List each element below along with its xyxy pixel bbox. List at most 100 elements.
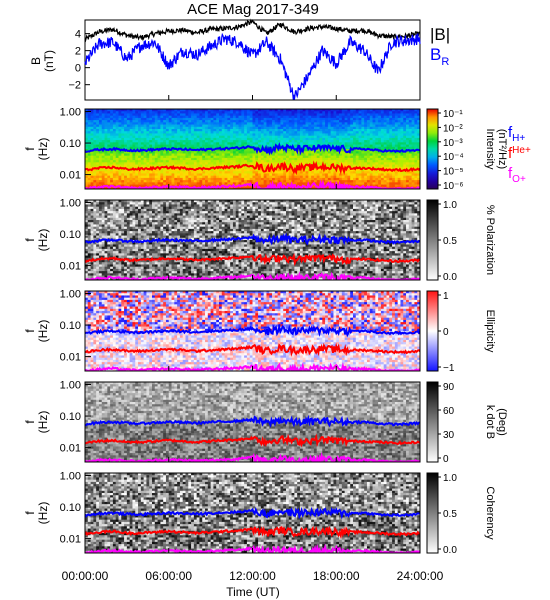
- spectrogram-cell: [305, 164, 309, 168]
- spectrogram-cell: [199, 129, 203, 132]
- spectrogram-cell: [305, 115, 309, 119]
- spectrogram-cell: [165, 120, 170, 123]
- spectrogram-cell: [380, 184, 385, 188]
- spectrogram-cell: [182, 126, 186, 130]
- spectrogram-cell: [115, 217, 119, 221]
- spectrogram-cell: [118, 217, 122, 221]
- spectrogram-cell: [311, 186, 315, 189]
- spectrogram-cell: [121, 226, 125, 230]
- spectrogram-cell: [266, 171, 270, 174]
- spectrogram-cell: [297, 175, 301, 179]
- spectrogram-cell: [358, 120, 362, 123]
- spectrogram-cell: [347, 180, 351, 183]
- spectrogram-cell: [188, 164, 192, 168]
- spectrogram-cell: [366, 171, 371, 174]
- spectrogram-cell: [355, 157, 359, 161]
- spectrogram-cell: [235, 117, 239, 121]
- spectrogram-cell: [112, 228, 117, 232]
- spectrogram-cell: [241, 162, 245, 165]
- spectrogram-cell: [411, 113, 415, 117]
- spectrogram-cell: [389, 153, 393, 157]
- spectrogram-cell: [126, 246, 131, 250]
- spectrogram-cell: [177, 162, 181, 165]
- spectrogram-cell: [389, 175, 393, 179]
- spectrogram-cell: [85, 222, 89, 225]
- spectrogram-cell: [101, 120, 105, 123]
- spectrogram-cell: [361, 155, 365, 159]
- spectrogram-cell: [294, 162, 298, 165]
- spectrogram-cell: [241, 157, 245, 161]
- spectrogram-cell: [85, 266, 89, 270]
- spectrogram-cell: [168, 169, 172, 172]
- spectrogram-cell: [129, 142, 133, 145]
- spectrogram-cell: [235, 122, 239, 125]
- spectrogram-cell: [121, 146, 125, 150]
- spectrogram-cell: [406, 164, 410, 168]
- spectrogram-cell: [132, 115, 136, 119]
- spectrogram-cell: [199, 109, 203, 112]
- spectrogram-cell: [406, 153, 410, 157]
- spectrogram-cell: [224, 109, 228, 112]
- spectrogram-cell: [146, 160, 150, 163]
- spectrogram-cell: [375, 153, 379, 157]
- spectrogram-cell: [277, 169, 281, 172]
- spectrogram-cell: [288, 160, 292, 163]
- spectrogram-cell: [213, 140, 217, 143]
- spectrogram-cell: [110, 151, 114, 154]
- spectrogram-cell: [361, 124, 365, 128]
- spectrogram-cell: [193, 157, 198, 161]
- spectrogram-cell: [129, 164, 133, 168]
- spectrogram-cell: [238, 109, 242, 112]
- spectrogram-cell: [154, 171, 158, 174]
- spectrogram-cell: [408, 115, 413, 119]
- spectrogram-cell: [255, 140, 259, 143]
- spectrogram-cell: [297, 113, 301, 117]
- spectrogram-cell: [235, 135, 239, 139]
- spectrogram-cell: [246, 169, 251, 172]
- spectrogram-cell: [319, 109, 323, 112]
- spectrogram-cell: [311, 126, 315, 130]
- spectrogram-cell: [213, 144, 217, 148]
- spectrogram-cell: [353, 151, 357, 154]
- spectrogram-cell: [115, 173, 119, 177]
- spectrogram-cell: [325, 122, 329, 125]
- spectrogram-cell: [274, 126, 279, 130]
- spectrogram-cell: [411, 109, 415, 112]
- spectrogram-cell: [96, 253, 100, 256]
- spectrogram-cell: [417, 109, 420, 112]
- spectrogram-cell: [260, 157, 265, 161]
- spectrogram-cell: [403, 129, 407, 132]
- spectrogram-cell: [414, 151, 418, 154]
- spectrogram-cell: [196, 135, 200, 139]
- spectrogram-cell: [177, 180, 181, 183]
- spectrogram-cell: [112, 140, 117, 143]
- spectrogram-cell: [327, 155, 332, 159]
- spectrogram-cell: [121, 273, 125, 276]
- spectrogram-cell: [135, 184, 139, 188]
- spectrogram-cell: [110, 266, 114, 270]
- spectrogram-cell: [246, 111, 251, 114]
- spectrogram-cell: [132, 122, 136, 125]
- spectrogram-cell: [216, 111, 220, 114]
- spectrogram-cell: [297, 177, 301, 181]
- spectrogram-cell: [93, 226, 97, 230]
- spectrogram-cell: [205, 171, 209, 174]
- spectrogram-cell: [227, 133, 231, 137]
- spectrogram-cell: [280, 142, 284, 145]
- spectrogram-cell: [85, 275, 89, 279]
- spectrogram-cell: [230, 157, 234, 161]
- spectrogram-cell: [129, 184, 133, 188]
- spectrogram-cell: [238, 117, 242, 121]
- spectrogram-cell: [277, 162, 281, 165]
- spectrogram-cell: [107, 113, 111, 117]
- spectrogram-cell: [112, 253, 117, 256]
- spectrogram-cell: [140, 157, 145, 161]
- spectrogram-cell: [291, 162, 295, 165]
- spectrogram-cell: [188, 162, 192, 165]
- spectrogram-cell: [244, 144, 248, 148]
- spectrogram-cell: [232, 180, 237, 183]
- spectrogram-cell: [372, 124, 376, 128]
- spectrogram-cell: [132, 208, 136, 212]
- spectrogram-cell: [121, 144, 125, 148]
- spectrogram-cell: [272, 157, 276, 161]
